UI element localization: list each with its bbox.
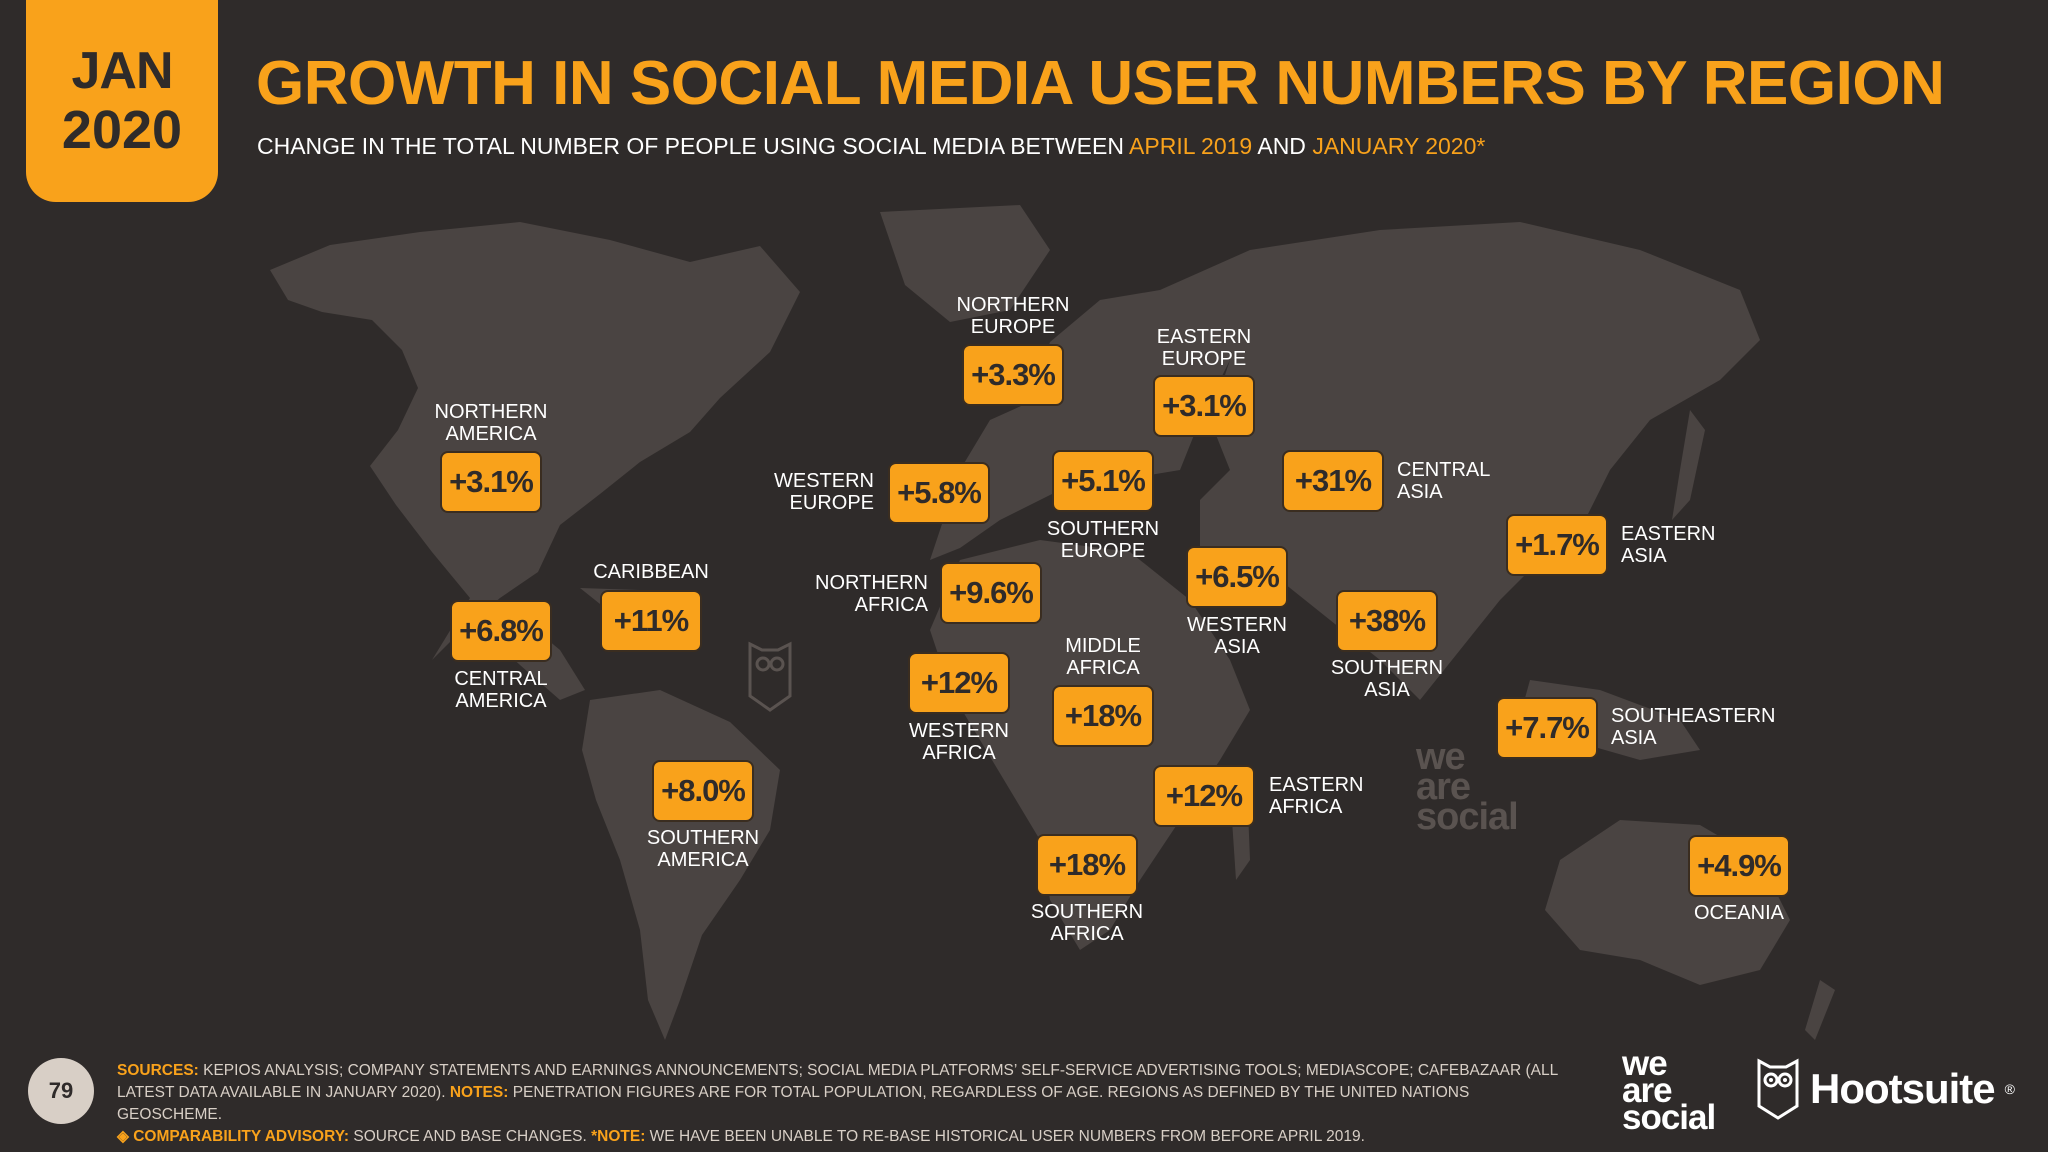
region-label: SOUTHERN AFRICA bbox=[1030, 901, 1144, 945]
region-label: EASTERN EUROPE bbox=[1156, 326, 1252, 370]
region-value-pill: +5.1% bbox=[1052, 450, 1154, 512]
watermark-line-1: we bbox=[1416, 736, 1466, 778]
advisory-text: SOURCE AND BASE CHANGES. bbox=[349, 1128, 592, 1145]
region-value-pill: +7.7% bbox=[1496, 697, 1598, 759]
we-are-social-watermark: we are social bbox=[1416, 736, 1519, 838]
hootsuite-logo: Hootsuite ® bbox=[1756, 1058, 2015, 1120]
note-label: *NOTE: bbox=[591, 1128, 646, 1145]
region-label: MIDDLE AFRICA bbox=[1065, 635, 1141, 679]
date-year: 2020 bbox=[61, 100, 183, 160]
sources-label: SOURCES: bbox=[117, 1062, 199, 1079]
sources-text: KEPIOS ANALYSIS; COMPANY STATEMENTS AND … bbox=[117, 1062, 1558, 1101]
region-label: SOUTHEASTERN ASIA bbox=[1611, 705, 1776, 749]
region-label: EASTERN AFRICA bbox=[1269, 774, 1364, 818]
region-value-pill: +5.8% bbox=[888, 462, 990, 524]
region-value-pill: +9.6% bbox=[940, 562, 1042, 624]
region-label: WESTERN ASIA bbox=[1187, 614, 1287, 658]
region-value-pill: +3.1% bbox=[440, 451, 542, 513]
region-label: SOUTHERN EUROPE bbox=[1046, 518, 1160, 562]
footer-notes: SOURCES: KEPIOS ANALYSIS; COMPANY STATEM… bbox=[117, 1060, 1577, 1148]
watermark-line-2: are bbox=[1416, 766, 1471, 808]
logo-line-2: are bbox=[1622, 1071, 1673, 1110]
region-value-pill: +11% bbox=[600, 590, 702, 652]
region-label: CENTRAL ASIA bbox=[1397, 459, 1491, 503]
we-are-social-logo: we are social bbox=[1622, 1044, 1716, 1137]
region-label: CARIBBEAN bbox=[593, 561, 709, 583]
landmass-madagascar bbox=[1232, 810, 1250, 880]
watermark-line-3: social bbox=[1416, 796, 1519, 838]
page-title: GROWTH IN SOCIAL MEDIA USER NUMBERS BY R… bbox=[256, 49, 1945, 118]
region-label: OCEANIA bbox=[1693, 902, 1785, 924]
notes-text: PENETRATION FIGURES ARE FOR TOTAL POPULA… bbox=[117, 1084, 1470, 1123]
note-text: WE HAVE BEEN UNABLE TO RE-BASE HISTORICA… bbox=[645, 1128, 1365, 1145]
region-label: WESTERN AFRICA bbox=[909, 720, 1009, 764]
landmass-europe bbox=[930, 290, 1230, 560]
subtitle-text: CHANGE IN THE TOTAL NUMBER OF PEOPLE USI… bbox=[257, 133, 1130, 159]
owl-watermark-icon bbox=[748, 641, 792, 712]
landmass-new-zealand bbox=[1805, 980, 1835, 1040]
owl-icon bbox=[1757, 1058, 1799, 1120]
region-value-pill: +18% bbox=[1036, 834, 1138, 896]
region-value-pill: +18% bbox=[1052, 685, 1154, 747]
region-value-pill: +6.8% bbox=[450, 600, 552, 662]
logo-line-1: we bbox=[1622, 1044, 1668, 1083]
region-label: NORTHERN AMERICA bbox=[434, 401, 548, 445]
region-value-pill: +6.5% bbox=[1186, 546, 1288, 608]
region-value-pill: +38% bbox=[1336, 590, 1438, 652]
date-badge: JAN 2020 bbox=[26, 0, 218, 202]
region-value-pill: +3.1% bbox=[1153, 375, 1255, 437]
notes-label: NOTES: bbox=[449, 1084, 509, 1101]
region-value-pill: +4.9% bbox=[1688, 835, 1790, 897]
region-label: NORTHERN AFRICA bbox=[815, 572, 928, 616]
date-month: JAN bbox=[71, 42, 173, 100]
subtitle-and: AND bbox=[1252, 133, 1313, 159]
region-value-pill: +12% bbox=[908, 652, 1010, 714]
landmass-japan bbox=[1672, 410, 1705, 520]
region-label: CENTRAL AMERICA bbox=[454, 668, 548, 712]
region-label: NORTHERN EUROPE bbox=[956, 294, 1070, 338]
region-label: WESTERN EUROPE bbox=[774, 470, 874, 514]
region-label: SOUTHERN AMERICA bbox=[646, 827, 760, 871]
landmass-greenland bbox=[880, 205, 1050, 322]
page-number: 79 bbox=[28, 1058, 94, 1124]
region-value-pill: +31% bbox=[1282, 450, 1384, 512]
subtitle-to-date: JANUARY 2020* bbox=[1312, 133, 1486, 159]
region-value-pill: +8.0% bbox=[652, 760, 754, 822]
region-value-pill: +3.3% bbox=[962, 344, 1064, 406]
landmass-north-america bbox=[270, 222, 800, 660]
landmass-asia bbox=[1160, 222, 1760, 700]
page-subtitle: CHANGE IN THE TOTAL NUMBER OF PEOPLE USI… bbox=[257, 133, 1485, 160]
subtitle-from-date: APRIL 2019 bbox=[1129, 133, 1253, 159]
region-value-pill: +12% bbox=[1153, 765, 1255, 827]
region-label: SOUTHERN ASIA bbox=[1330, 657, 1444, 701]
registered-mark: ® bbox=[2004, 1081, 2015, 1097]
logo-line-3: social bbox=[1622, 1098, 1716, 1137]
region-value-pill: +1.7% bbox=[1506, 514, 1608, 576]
advisory-label: ◈ COMPARABILITY ADVISORY: bbox=[117, 1128, 350, 1145]
region-label: EASTERN ASIA bbox=[1621, 523, 1716, 567]
hootsuite-wordmark: Hootsuite bbox=[1810, 1065, 1996, 1112]
